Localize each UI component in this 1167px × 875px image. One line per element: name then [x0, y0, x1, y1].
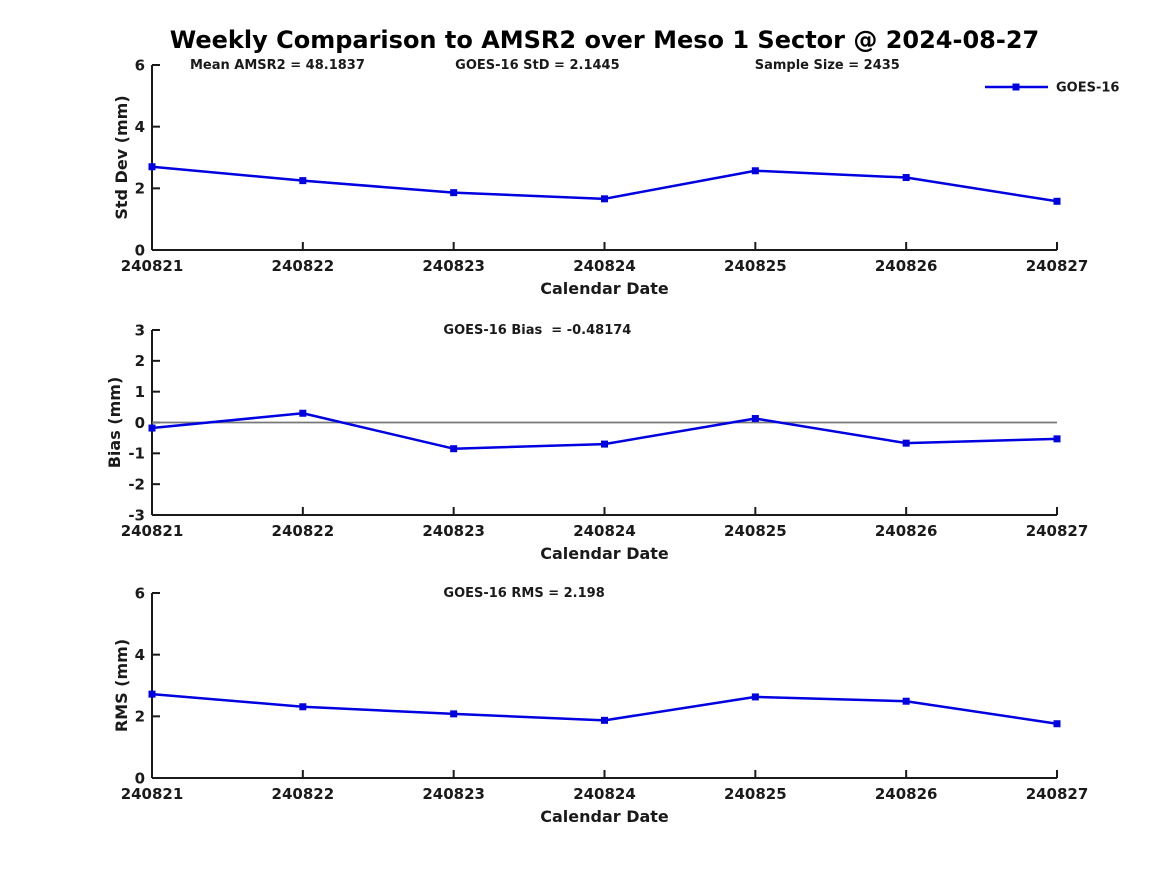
- data-point-marker: [902, 439, 910, 447]
- x-tick-label: 240822: [272, 785, 335, 803]
- data-point-marker: [148, 163, 156, 171]
- y-tick-label: 0: [135, 769, 145, 787]
- x-tick-label: 240823: [422, 257, 485, 275]
- x-axis-label: Calendar Date: [540, 807, 669, 826]
- y-tick-label: -1: [128, 445, 145, 463]
- x-tick-label: 240823: [422, 785, 485, 803]
- x-tick-label: 240826: [875, 257, 938, 275]
- x-tick-label: 240826: [875, 522, 938, 540]
- y-tick-label: 3: [135, 321, 145, 339]
- stat-annotation: GOES-16 RMS = 2.198: [443, 586, 604, 601]
- x-tick-label: 240822: [272, 522, 335, 540]
- x-tick-label: 240823: [422, 522, 485, 540]
- y-axis-label: Std Dev (mm): [112, 95, 131, 219]
- x-tick-label: 240821: [121, 522, 184, 540]
- x-axis-label: Calendar Date: [540, 279, 669, 298]
- legend-label: GOES-16: [1056, 81, 1119, 96]
- y-tick-label: 6: [135, 584, 145, 602]
- stat-annotation: GOES-16 Bias = -0.48174: [443, 323, 631, 338]
- data-point-marker: [902, 174, 910, 182]
- data-point-marker: [1053, 197, 1061, 205]
- data-point-marker: [450, 445, 458, 453]
- x-tick-label: 240827: [1026, 785, 1089, 803]
- data-point-marker: [902, 697, 910, 705]
- chart-bias: -3 -2 -1 0 1 2 3 240821 240822 240823 240824 240825…: [105, 321, 1089, 563]
- data-point-marker: [751, 414, 759, 422]
- x-tick-label: 240825: [724, 257, 787, 275]
- y-tick-label: 0: [135, 241, 145, 259]
- x-tick-label: 240827: [1026, 522, 1089, 540]
- data-point-marker: [299, 703, 307, 711]
- data-point-marker: [299, 409, 307, 417]
- y-tick-label: 4: [135, 646, 145, 664]
- x-tick-label: 240824: [573, 257, 636, 275]
- x-tick-label: 240824: [573, 785, 636, 803]
- data-point-marker: [148, 690, 156, 698]
- y-tick-label: 4: [135, 118, 145, 136]
- x-tick-label: 240821: [121, 785, 184, 803]
- x-tick-label: 240821: [121, 257, 184, 275]
- stat-annotation: Sample Size = 2435: [755, 58, 900, 73]
- data-point-marker: [450, 710, 458, 718]
- data-point-marker: [601, 440, 608, 448]
- x-tick-label: 240825: [724, 522, 787, 540]
- legend-marker-icon: [1012, 83, 1020, 91]
- data-point-marker: [601, 195, 608, 203]
- data-point-marker: [299, 177, 307, 185]
- x-tick-label: 240824: [573, 522, 636, 540]
- y-tick-label: 6: [135, 56, 145, 74]
- x-axis-label: Calendar Date: [540, 544, 669, 563]
- x-tick-label: 240826: [875, 785, 938, 803]
- y-tick-label: 2: [135, 180, 145, 198]
- x-tick-label: 240827: [1026, 257, 1089, 275]
- y-tick-label: -3: [128, 506, 145, 524]
- y-tick-label: 2: [135, 352, 145, 370]
- data-point-marker: [751, 167, 759, 175]
- y-tick-label: 2: [135, 708, 145, 726]
- chart-rms: 0 2 4 6 240821 240822 240823 240824 240825 240826…: [112, 584, 1089, 826]
- data-point-marker: [450, 189, 458, 197]
- y-tick-label: -2: [128, 475, 145, 493]
- data-point-marker: [1053, 435, 1061, 443]
- stat-annotation: GOES-16 StD = 2.1445: [455, 58, 619, 73]
- y-axis-label: Bias (mm): [105, 377, 124, 469]
- stat-annotation: Mean AMSR2 = 48.1837: [190, 58, 365, 73]
- x-tick-label: 240825: [724, 785, 787, 803]
- y-tick-label: 1: [135, 383, 145, 401]
- chart-std-dev: 0 2 4 6 240821 240822 240823 240824 240825 240826…: [112, 56, 1119, 298]
- data-point-marker: [1053, 720, 1061, 728]
- x-tick-label: 240822: [272, 257, 335, 275]
- data-point-marker: [148, 424, 156, 432]
- y-tick-label: 0: [135, 414, 145, 432]
- figure-title: Weekly Comparison to AMSR2 over Meso 1 S…: [169, 26, 1040, 54]
- data-point-marker: [601, 716, 608, 724]
- y-axis-label: RMS (mm): [112, 639, 131, 732]
- data-point-marker: [751, 693, 759, 701]
